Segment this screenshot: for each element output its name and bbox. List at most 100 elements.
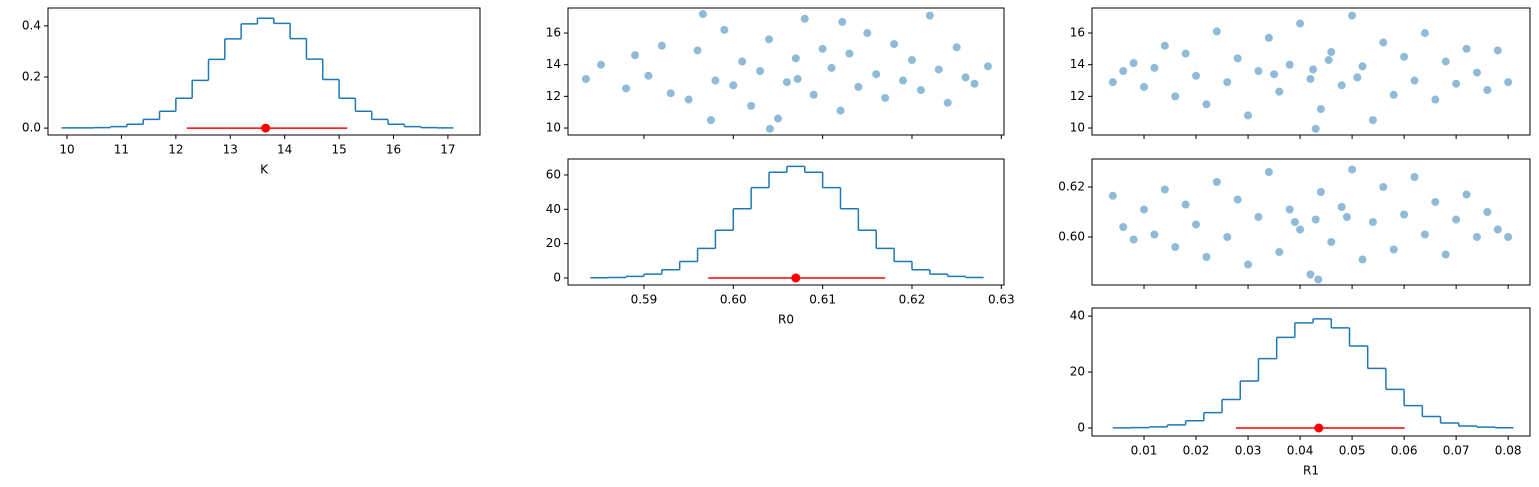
scatter-point bbox=[666, 89, 675, 98]
scatter-point bbox=[800, 14, 809, 23]
scatter-point bbox=[845, 49, 854, 58]
y-tick-label: 0.62 bbox=[1058, 180, 1085, 194]
x-tick-label: 0.04 bbox=[1287, 444, 1314, 458]
scatter-point bbox=[1254, 67, 1263, 76]
scatter-point bbox=[1493, 225, 1502, 234]
scatter-point bbox=[756, 67, 765, 76]
scatter-point bbox=[1389, 245, 1398, 254]
y-tick-label: 16 bbox=[546, 26, 561, 40]
scatter-point bbox=[1275, 87, 1284, 96]
y-tick-label: 40 bbox=[546, 202, 561, 216]
scatter-point bbox=[773, 114, 782, 123]
y-tick-label: 16 bbox=[1070, 26, 1085, 40]
x-tick-label: 17 bbox=[440, 143, 455, 157]
scatter-point bbox=[809, 90, 818, 99]
scatter-point bbox=[1452, 215, 1461, 224]
scatter-point bbox=[1441, 250, 1450, 259]
scatter-point bbox=[1379, 38, 1388, 47]
scatter-point bbox=[1140, 205, 1149, 214]
scatter-point bbox=[698, 10, 707, 19]
scatter-point bbox=[961, 73, 970, 82]
scatter-point bbox=[765, 124, 774, 133]
scatter-point bbox=[1431, 198, 1440, 206]
x-tick-label: 11 bbox=[114, 143, 129, 157]
scatter-point bbox=[1379, 183, 1388, 191]
scatter-point bbox=[765, 35, 774, 44]
scatter-point bbox=[644, 71, 653, 80]
y-tick-label: 40 bbox=[1070, 309, 1085, 323]
scatter-point bbox=[1348, 11, 1357, 20]
x-tick-label: 0.59 bbox=[631, 293, 658, 307]
scatter-point bbox=[1400, 52, 1409, 61]
plot-area bbox=[581, 10, 992, 133]
scatter-point bbox=[1264, 33, 1273, 42]
y-tick-label: 12 bbox=[1070, 89, 1085, 103]
scatter-point bbox=[631, 51, 640, 60]
scatter-point bbox=[684, 95, 693, 104]
scatter-point bbox=[1410, 76, 1419, 85]
scatter-point bbox=[1504, 78, 1513, 87]
scatter-point bbox=[1368, 116, 1377, 125]
scatter-point bbox=[838, 17, 847, 26]
y-tick-label: 0.60 bbox=[1058, 230, 1085, 244]
x-tick-label: 0.06 bbox=[1391, 444, 1418, 458]
scatter-point bbox=[747, 101, 756, 110]
x-tick-label: 0.03 bbox=[1235, 444, 1262, 458]
scatter-point bbox=[1358, 62, 1367, 71]
scatter-point bbox=[899, 76, 908, 85]
x-axis-label: K bbox=[260, 163, 269, 177]
x-tick-label: 13 bbox=[223, 143, 238, 157]
x-tick-label: 16 bbox=[386, 143, 401, 157]
scatter-point bbox=[1306, 74, 1315, 83]
plot-area bbox=[1108, 11, 1513, 133]
scatter-point bbox=[1348, 165, 1357, 174]
scatter-point bbox=[1504, 233, 1513, 241]
x-tick-label: 12 bbox=[168, 143, 183, 157]
scatter-point bbox=[782, 78, 791, 87]
y-tick-label: 60 bbox=[546, 167, 561, 181]
interval-point bbox=[791, 273, 801, 283]
axes-frame bbox=[1091, 7, 1531, 136]
scatter-point bbox=[1327, 238, 1336, 246]
scatter-point bbox=[693, 46, 702, 55]
scatter-point bbox=[1212, 178, 1221, 186]
scatter-point bbox=[1472, 233, 1481, 241]
y-tick-label: 20 bbox=[1070, 365, 1085, 379]
scatter-point bbox=[1420, 29, 1429, 38]
scatter-point bbox=[863, 29, 872, 38]
scatter-point bbox=[1420, 230, 1429, 239]
scatter-point bbox=[1316, 188, 1325, 196]
scatter-point bbox=[1358, 255, 1367, 264]
scatter-point bbox=[925, 11, 934, 20]
scatter-point bbox=[1452, 79, 1461, 88]
scatter-point bbox=[1337, 81, 1346, 90]
scatter-point bbox=[1290, 218, 1299, 226]
x-tick-label: 0.62 bbox=[899, 293, 926, 307]
scatter-point bbox=[1353, 73, 1362, 82]
scatter-point bbox=[1306, 270, 1315, 279]
y-tick-label: 0.4 bbox=[22, 18, 41, 32]
scatter-point bbox=[1244, 111, 1253, 120]
scatter-point bbox=[1160, 185, 1169, 194]
scatter-point bbox=[1244, 260, 1253, 269]
scatter-point bbox=[622, 84, 631, 93]
scatter-point bbox=[711, 76, 720, 85]
scatter-point bbox=[907, 55, 916, 64]
scatter-point bbox=[818, 44, 827, 53]
axes-frame bbox=[567, 7, 1005, 136]
scatter-point bbox=[581, 74, 590, 83]
plot-area bbox=[1112, 318, 1515, 433]
scatter-point bbox=[1285, 205, 1294, 214]
x-tick-label: 10 bbox=[59, 143, 74, 157]
axes-frame bbox=[1091, 307, 1531, 437]
y-tick-label: 0 bbox=[553, 270, 561, 284]
scatter-point bbox=[657, 41, 666, 50]
axes-frame bbox=[1091, 158, 1531, 286]
scatter-point bbox=[1233, 54, 1242, 63]
scatter-point bbox=[1368, 218, 1377, 226]
x-axis-label: R0 bbox=[778, 313, 794, 327]
x-tick-label: 15 bbox=[331, 143, 346, 157]
y-tick-label: 10 bbox=[546, 121, 561, 135]
x-tick-label: 0.08 bbox=[1495, 444, 1522, 458]
scatter-point bbox=[1285, 60, 1294, 69]
